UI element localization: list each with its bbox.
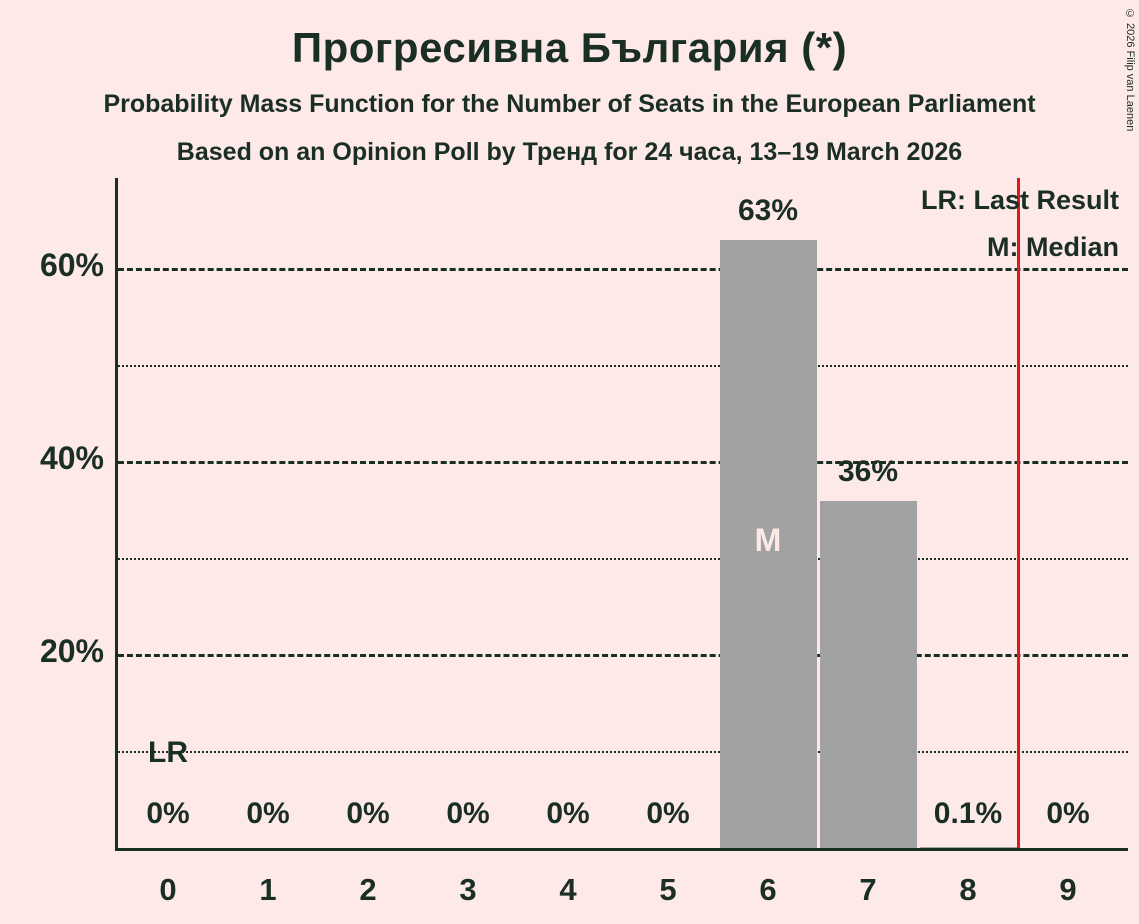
major-gridline <box>118 653 1128 657</box>
x-axis-label: 5 <box>659 872 677 907</box>
legend-median: M: Median <box>987 232 1119 262</box>
x-axis-label: 8 <box>959 872 977 907</box>
y-axis-tick-label: 40% <box>39 440 104 476</box>
x-axis-label: 6 <box>759 872 777 907</box>
bar-value-label: 0% <box>1046 797 1090 830</box>
x-axis-label: 0 <box>159 872 177 907</box>
bar-value-label: 36% <box>837 454 899 488</box>
x-axis-label: 3 <box>459 872 477 907</box>
chart-subtitle-pmf: Probability Mass Function for the Number… <box>103 90 1036 118</box>
chart-subtitle-poll: Based on an Opinion Poll by Тренд for 24… <box>176 138 963 166</box>
x-axis-label: 2 <box>359 872 377 907</box>
bar-value-label: 0% <box>546 797 590 830</box>
bar-seats-8 <box>919 847 1017 848</box>
x-axis-label: 7 <box>859 872 877 907</box>
legend-last-result: LR: Last Result <box>920 185 1119 215</box>
last-result-line <box>1016 178 1020 848</box>
y-axis-tick-label: 60% <box>39 247 104 283</box>
x-axis-label: 1 <box>259 872 277 907</box>
bar-value-label: 0.1% <box>933 797 1003 830</box>
bar-value-label: 0% <box>246 797 290 830</box>
bar-seats-6 <box>719 240 817 848</box>
bar-value-label: 0% <box>146 797 190 830</box>
major-gridline <box>118 267 1128 271</box>
copyright-notice: © 2026 Filip van Laenen <box>1124 8 1136 132</box>
bar-value-label: 0% <box>346 797 390 830</box>
bar-value-label: 63% <box>737 194 799 228</box>
median-marker: M <box>754 522 782 559</box>
x-axis-label: 9 <box>1059 872 1077 907</box>
last-result-marker: LR <box>148 736 188 769</box>
bar-seats-7 <box>819 500 917 848</box>
y-axis-tick-label: 20% <box>39 633 104 669</box>
major-gridline <box>118 460 1128 464</box>
bar-value-label: 0% <box>446 797 490 830</box>
minor-gridline <box>118 364 1128 367</box>
x-axis-label: 4 <box>559 872 577 907</box>
chart-title: Прогресивна България (*) <box>291 24 848 71</box>
bar-value-label: 0% <box>646 797 690 830</box>
y-axis <box>115 178 118 851</box>
minor-gridline <box>118 750 1128 753</box>
x-axis <box>115 848 1128 851</box>
minor-gridline <box>118 557 1128 560</box>
